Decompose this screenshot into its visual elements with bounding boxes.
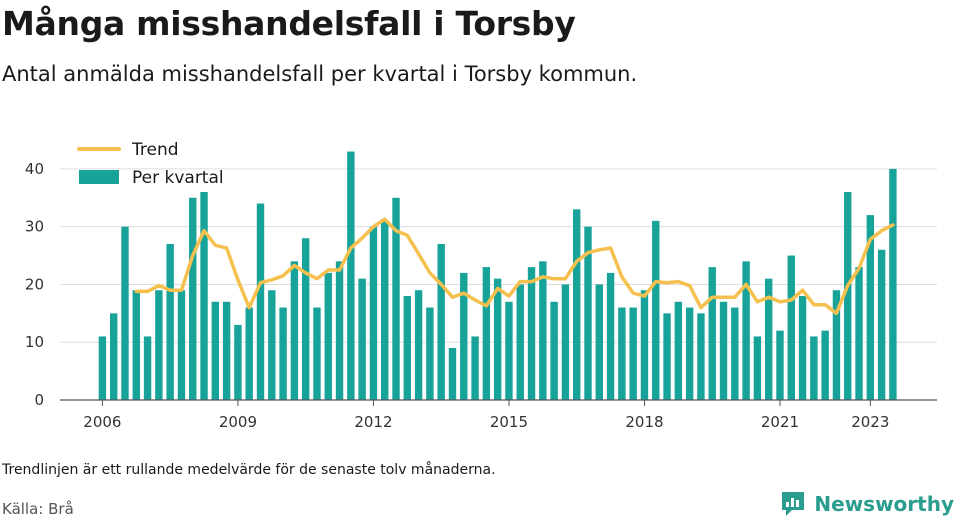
bar: [448, 348, 457, 400]
bar: [866, 215, 875, 400]
bar: [573, 209, 581, 400]
bar: [889, 168, 897, 400]
x-tick-label: 2015: [490, 413, 528, 431]
bar: [132, 290, 140, 400]
bar: [460, 272, 468, 400]
bar: [268, 290, 276, 400]
bar: [177, 290, 186, 400]
bar: [561, 284, 570, 400]
footnote: Trendlinjen är ett rullande medelvärde f…: [2, 462, 496, 478]
x-tick-label: 2009: [219, 413, 257, 431]
bar: [640, 290, 649, 400]
bar: [313, 307, 321, 400]
bar: [764, 278, 773, 400]
bar: [121, 226, 129, 400]
bar: [324, 272, 332, 400]
trend-line: [134, 217, 895, 316]
bar: [143, 336, 152, 400]
bar: [245, 307, 253, 400]
bar: [369, 226, 378, 400]
bar: [708, 267, 716, 400]
bar: [731, 307, 739, 400]
bar: [584, 226, 592, 400]
bar: [437, 244, 445, 400]
bar: [166, 244, 174, 400]
source-credit: Källa: Brå: [2, 500, 74, 518]
bar: [618, 307, 626, 400]
axis-layer: 0 10 20 30 40 2006 2009 2012 2015 2018 2021 2023: [25, 160, 937, 431]
bar: [234, 324, 242, 400]
bar: [527, 267, 536, 400]
bar: [414, 290, 423, 400]
bar: [652, 220, 660, 400]
brand[interactable]: Newsworthy: [780, 490, 954, 518]
y-tick-label: 40: [25, 160, 44, 178]
x-tick-label: 2018: [625, 413, 663, 431]
bar: [810, 336, 818, 400]
bar: [798, 296, 807, 400]
bar: [776, 330, 784, 400]
bar: [301, 238, 310, 400]
bar: [877, 249, 886, 400]
bar: [832, 290, 841, 400]
bar: [753, 336, 762, 400]
bar: [697, 313, 705, 400]
bar: [685, 307, 694, 400]
bar: [200, 192, 208, 400]
legend-bars-label: Per kvartal: [132, 168, 224, 188]
y-tick-label: 20: [25, 275, 44, 293]
y-tick-label: 10: [25, 333, 44, 351]
trend-layer: [134, 217, 895, 316]
bar: [222, 301, 231, 400]
bar: [629, 307, 637, 400]
bar: [674, 301, 683, 400]
newsworthy-logo-icon: [782, 492, 805, 516]
y-tick-label: 30: [25, 218, 44, 236]
bar: [211, 301, 220, 400]
chart-title: Många misshandelsfall i Torsby: [2, 4, 576, 43]
bar: [606, 272, 615, 400]
bar: [493, 278, 502, 400]
bar: [550, 301, 558, 400]
bar: [403, 296, 412, 400]
bar: [539, 261, 547, 400]
bar: [844, 192, 852, 400]
bar: [155, 290, 163, 400]
bar: [98, 336, 107, 400]
bar: [347, 151, 355, 400]
chart-subtitle: Antal anmälda misshandelsfall per kvarta…: [2, 62, 638, 86]
bar: [742, 261, 750, 400]
bar: [482, 267, 491, 400]
bar: [335, 261, 344, 400]
legend-trend-label: Trend: [131, 140, 179, 160]
bar: [471, 336, 479, 400]
bar: [719, 301, 728, 400]
x-tick-label: 2006: [83, 413, 121, 431]
bar: [189, 197, 197, 400]
bars-layer: [98, 151, 897, 400]
bar: [595, 284, 603, 400]
bar: [381, 220, 389, 400]
legend: Trend Per kvartal: [77, 140, 224, 188]
x-tick-label: 2021: [761, 413, 799, 431]
bar: [279, 307, 287, 400]
bar: [663, 313, 671, 400]
x-tick-label: 2023: [851, 413, 889, 431]
y-tick-label: 0: [34, 391, 44, 409]
x-tick-label: 2012: [354, 413, 392, 431]
bar: [855, 267, 863, 400]
brand-name: Newsworthy: [814, 492, 954, 516]
bar: [787, 255, 795, 400]
bar: [516, 284, 524, 400]
bar: [392, 197, 400, 400]
legend-bars-swatch: [79, 170, 119, 184]
bar: [426, 307, 434, 400]
bar: [505, 301, 513, 400]
bar: [256, 203, 265, 400]
bar: [821, 330, 829, 400]
bar: [109, 313, 118, 400]
bar: [290, 261, 299, 400]
bar: [358, 278, 366, 400]
